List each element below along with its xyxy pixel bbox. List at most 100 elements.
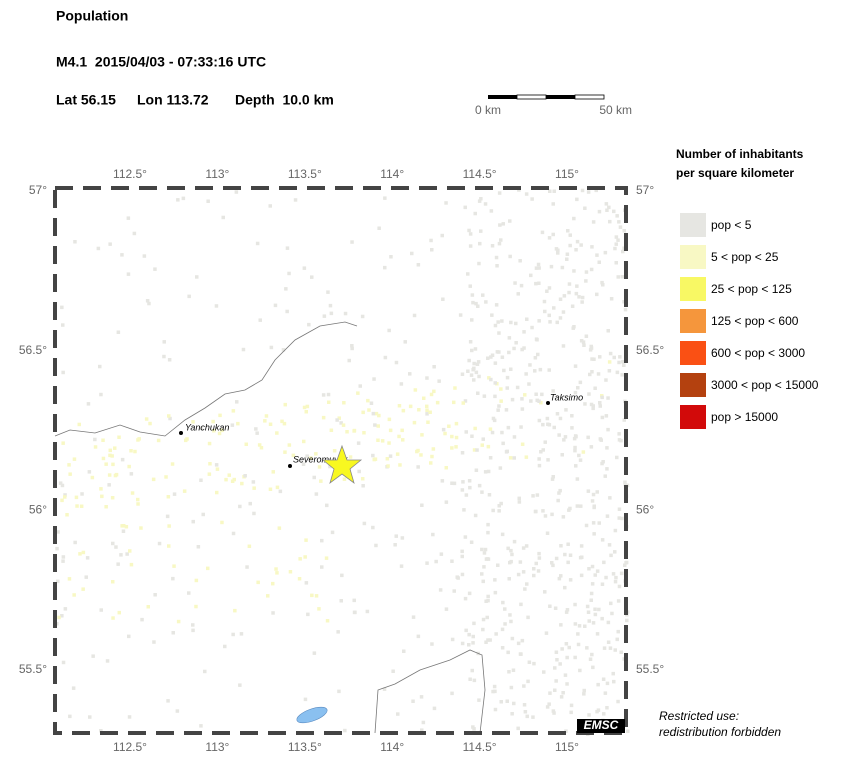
cell xyxy=(111,541,115,546)
cell xyxy=(156,438,161,443)
cell xyxy=(616,699,620,704)
cell xyxy=(376,424,380,428)
cell xyxy=(421,720,426,725)
cell xyxy=(604,414,609,418)
cell xyxy=(532,661,536,666)
cell xyxy=(468,232,473,236)
legend-label: 600 < pop < 3000 xyxy=(711,346,805,360)
cell xyxy=(57,615,61,620)
cell xyxy=(264,414,269,418)
cell xyxy=(545,289,549,293)
cell xyxy=(361,477,365,481)
cell xyxy=(553,688,557,692)
cell xyxy=(537,281,541,285)
cell xyxy=(505,699,509,703)
cell xyxy=(592,504,596,508)
cell xyxy=(541,422,545,427)
cell xyxy=(244,442,248,446)
cell xyxy=(507,336,512,340)
cell xyxy=(152,640,156,644)
cell xyxy=(312,651,317,655)
cell xyxy=(606,427,610,432)
cell xyxy=(552,189,556,193)
cell xyxy=(361,484,365,488)
cell xyxy=(332,449,337,453)
cell xyxy=(516,726,520,731)
cell xyxy=(563,585,567,590)
cell xyxy=(437,379,441,383)
cell xyxy=(72,593,76,597)
cell xyxy=(84,575,88,579)
cell xyxy=(472,621,476,626)
cell xyxy=(435,400,440,405)
cell xyxy=(525,317,529,321)
cell xyxy=(230,479,235,483)
cell xyxy=(56,530,60,534)
cell xyxy=(482,551,487,555)
cell xyxy=(509,619,513,624)
cell xyxy=(411,699,415,703)
cell xyxy=(598,437,603,441)
cell xyxy=(493,578,497,582)
cell xyxy=(377,413,381,418)
cell xyxy=(284,287,288,291)
legend-swatch xyxy=(680,341,706,365)
cell xyxy=(606,396,610,400)
cell xyxy=(510,552,514,557)
cell xyxy=(439,552,444,556)
cell xyxy=(175,709,180,713)
cell xyxy=(77,422,81,427)
lat-tick-label: 56.5° xyxy=(19,343,47,357)
cell xyxy=(60,614,64,618)
cell xyxy=(572,216,576,221)
cell xyxy=(388,454,393,458)
cell xyxy=(576,642,581,647)
cell xyxy=(539,450,543,454)
cell xyxy=(537,457,541,461)
places: Yanchukan Severomuysk Taksimo xyxy=(179,392,583,468)
cell xyxy=(444,607,449,611)
cell xyxy=(463,399,468,403)
cell xyxy=(166,699,170,703)
cell xyxy=(613,528,618,533)
cell xyxy=(478,241,482,246)
cell xyxy=(256,580,260,585)
cell xyxy=(585,604,590,609)
cell xyxy=(306,612,310,617)
cell xyxy=(561,310,566,314)
cell xyxy=(396,712,400,716)
cell xyxy=(285,309,289,314)
cell xyxy=(60,305,64,310)
cell xyxy=(504,450,509,454)
cell xyxy=(572,325,576,329)
cell xyxy=(450,691,454,696)
cell xyxy=(241,347,246,352)
cell xyxy=(126,272,131,276)
cell xyxy=(518,259,522,263)
cell xyxy=(616,599,621,603)
notice: Restricted use: xyxy=(659,709,739,723)
cell xyxy=(486,557,491,561)
cell xyxy=(340,573,344,578)
cell xyxy=(480,490,484,494)
cell xyxy=(479,197,483,201)
cell xyxy=(350,240,354,244)
cell xyxy=(586,435,590,440)
cell xyxy=(547,313,551,318)
cell xyxy=(622,363,626,367)
cell xyxy=(458,313,463,317)
cell xyxy=(554,247,559,251)
cell xyxy=(314,594,319,598)
cell xyxy=(110,454,114,458)
cell xyxy=(573,655,577,660)
cell xyxy=(475,362,480,366)
cell xyxy=(438,588,443,592)
cell xyxy=(609,297,614,301)
cell xyxy=(443,431,447,436)
cell xyxy=(573,445,577,450)
cell xyxy=(591,621,596,625)
cell xyxy=(61,441,65,445)
cell xyxy=(98,364,102,369)
cell xyxy=(408,372,412,376)
cell xyxy=(85,556,90,560)
